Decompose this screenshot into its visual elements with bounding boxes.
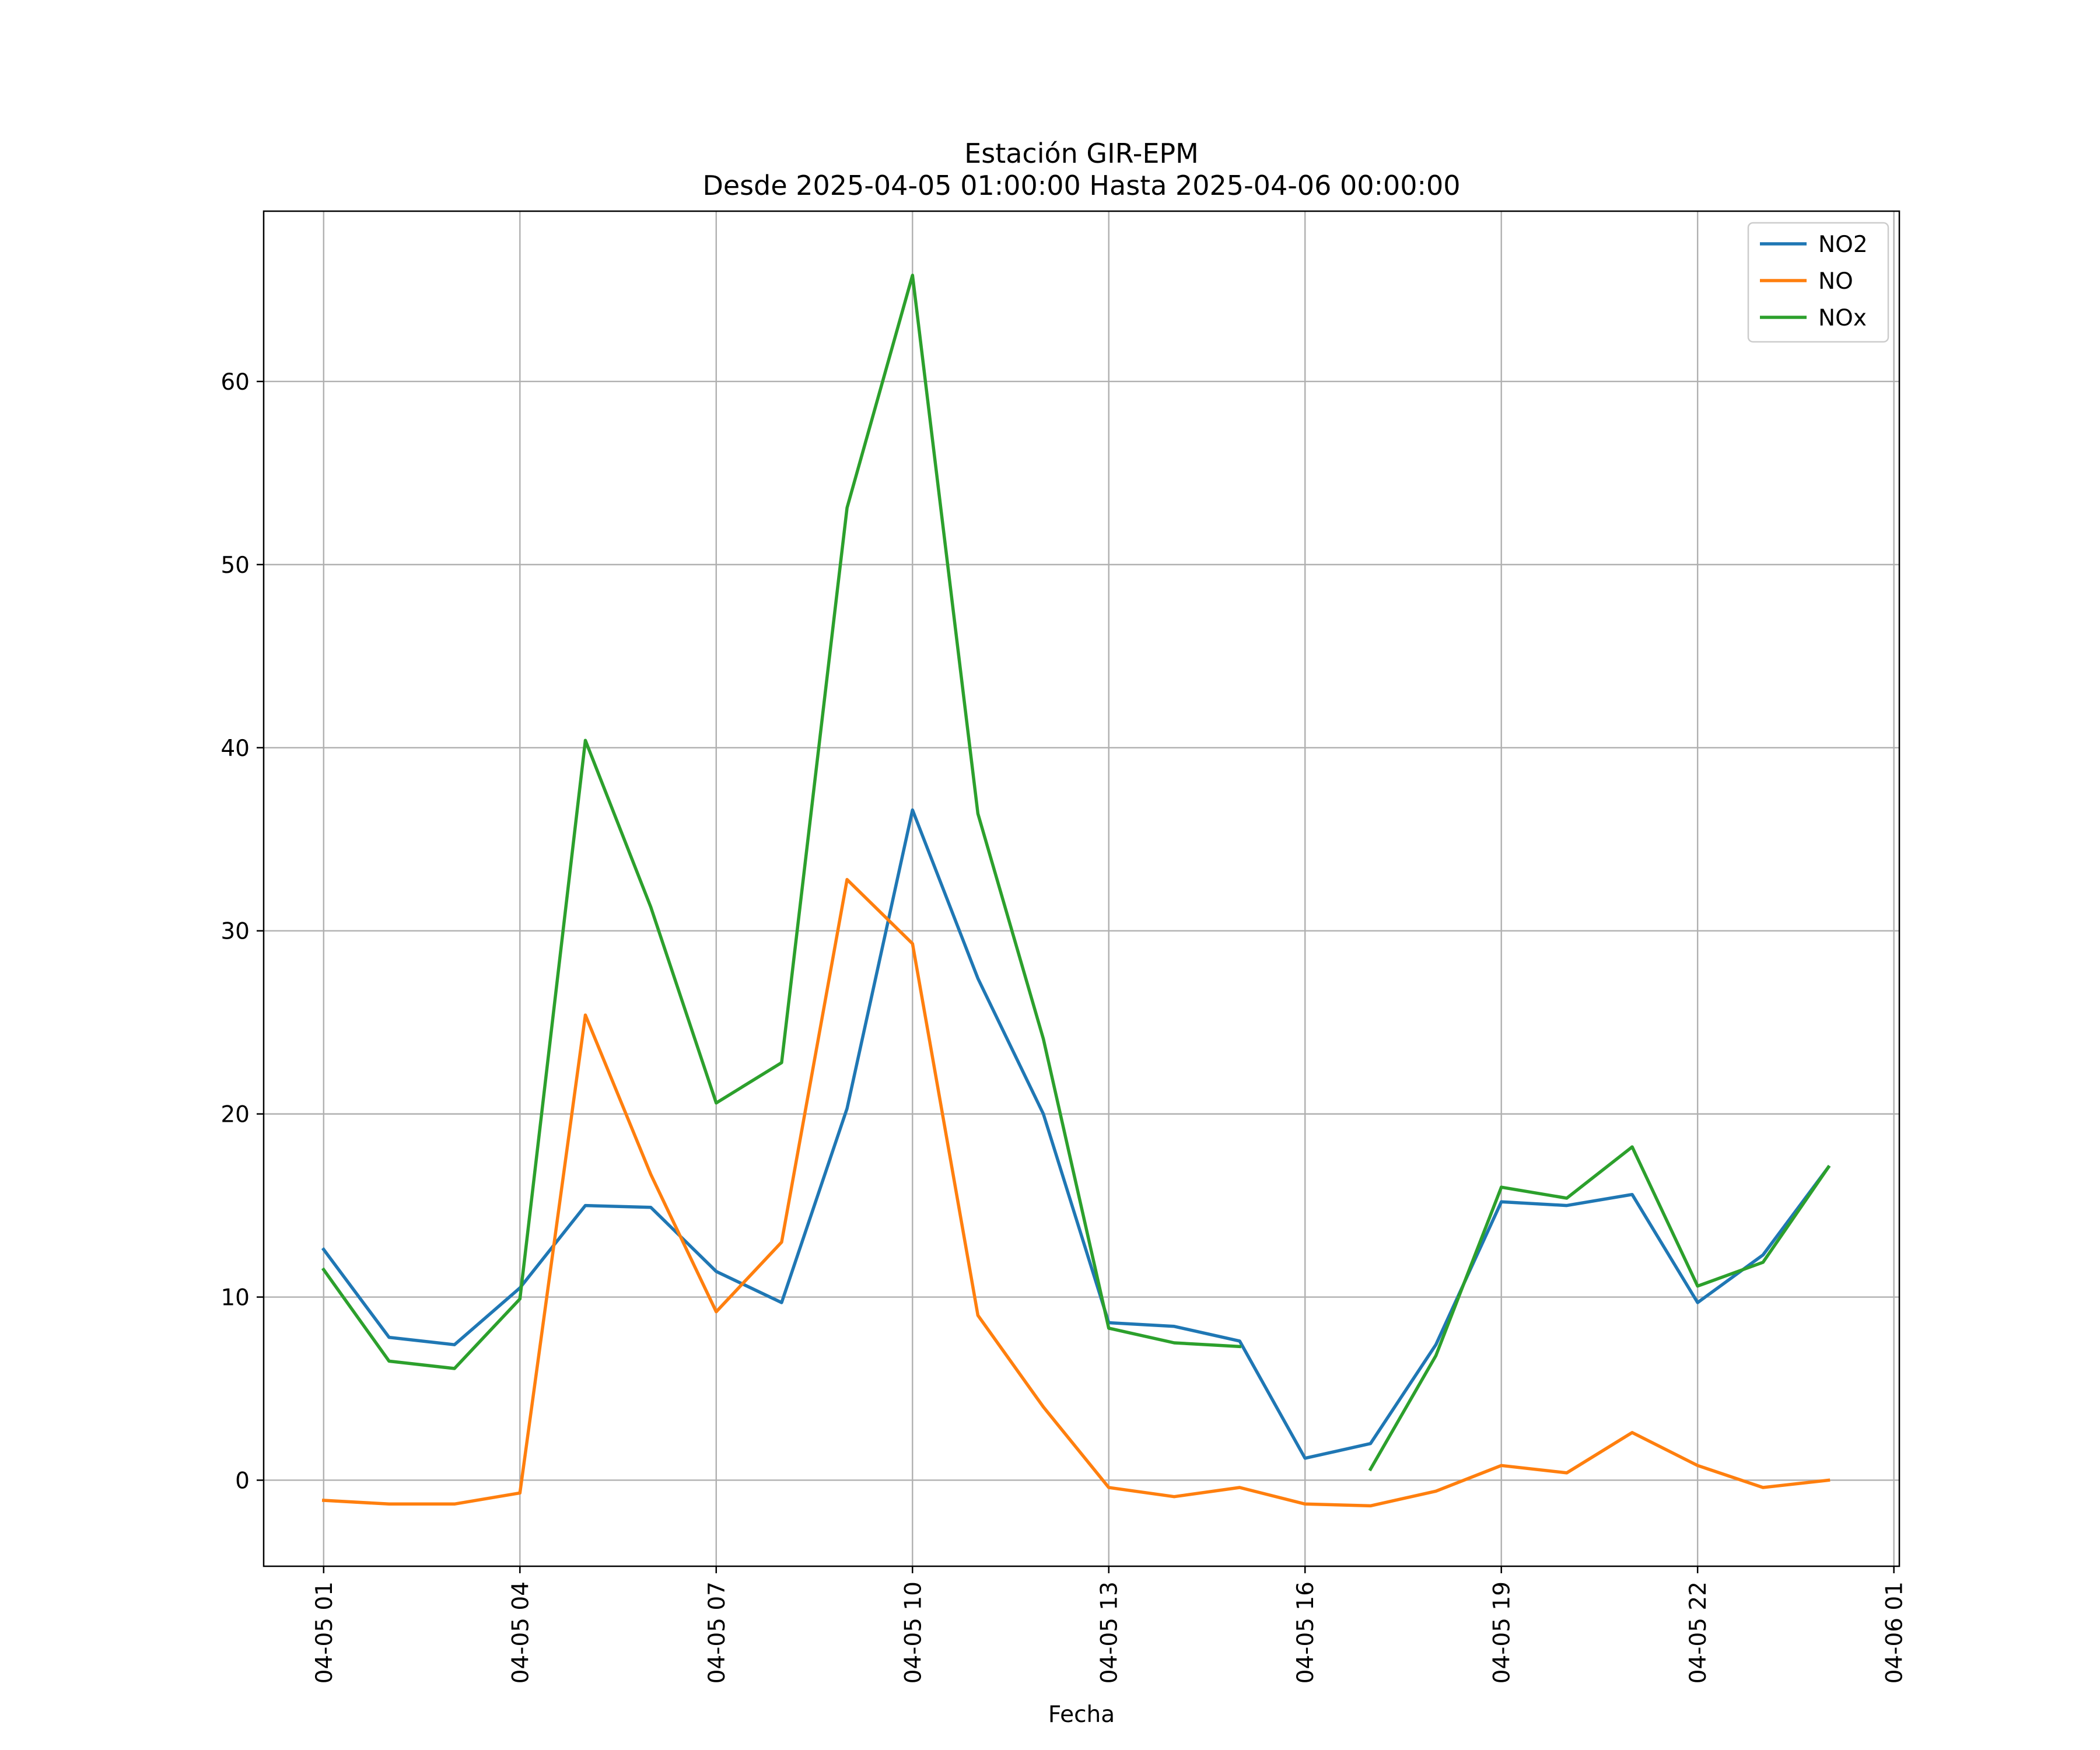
chart-title: Estación GIR-EPM xyxy=(964,138,1199,169)
y-tick-label: 20 xyxy=(220,1102,250,1128)
x-axis-label: Fecha xyxy=(1048,1702,1115,1728)
y-tick-label: 40 xyxy=(220,736,250,762)
y-tick-label: 60 xyxy=(220,369,250,396)
series-line-no2 xyxy=(321,808,1831,1460)
x-tick-label: 04-05 01 xyxy=(312,1581,338,1684)
x-tick-label: 04-06 01 xyxy=(1882,1581,1908,1684)
series-lines xyxy=(321,274,1831,1508)
x-tick-label: 04-05 04 xyxy=(508,1581,534,1684)
y-tick-label: 0 xyxy=(235,1468,250,1494)
y-tick-label: 10 xyxy=(220,1285,250,1311)
series-line-no xyxy=(321,878,1831,1508)
x-tick-label: 04-05 07 xyxy=(704,1581,730,1684)
grid xyxy=(264,211,1899,1566)
x-tick-label: 04-05 22 xyxy=(1685,1581,1712,1684)
legend-label-no: NO xyxy=(1818,268,1853,295)
chart-subtitle: Desde 2025-04-05 01:00:00 Hasta 2025-04-… xyxy=(702,170,1460,201)
x-tick-label: 04-05 19 xyxy=(1489,1581,1516,1684)
plot-frame xyxy=(262,210,1901,1567)
x-tick-label: 04-05 16 xyxy=(1293,1581,1319,1684)
legend: NO2 NO NOx xyxy=(1747,222,1889,343)
series-line-nox xyxy=(321,274,1241,1370)
series-line-nox xyxy=(1368,1145,1831,1472)
y-tick-label: 30 xyxy=(220,919,250,945)
legend-label-nox: NOx xyxy=(1818,305,1867,331)
x-tick-label: 04-05 10 xyxy=(900,1581,926,1684)
y-axis-ticks: 0 10 20 30 40 50 60 xyxy=(220,369,264,1494)
y-tick-label: 50 xyxy=(220,552,250,579)
legend-label-no2: NO2 xyxy=(1818,232,1868,258)
legend-box xyxy=(1747,222,1889,343)
x-axis-ticks: 04-05 01 04-05 04 04-05 07 04-05 10 04-05 13… xyxy=(312,1566,1908,1684)
x-tick-label: 04-05 13 xyxy=(1097,1581,1123,1684)
